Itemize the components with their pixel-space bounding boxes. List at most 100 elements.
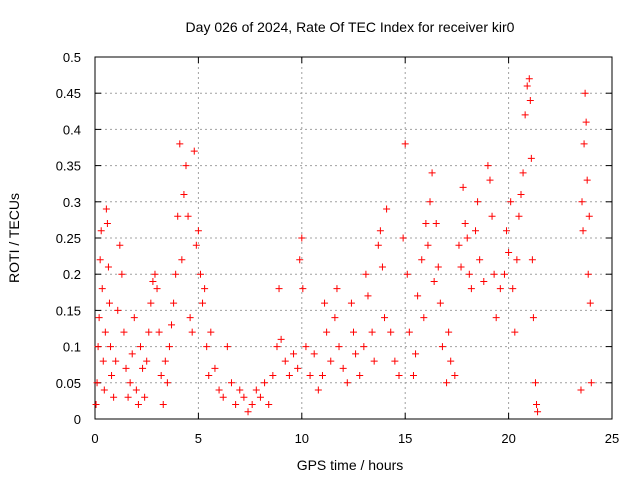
data-point [451, 372, 459, 380]
data-point [143, 357, 151, 365]
data-point [180, 191, 188, 199]
data-point [474, 198, 482, 206]
data-point [578, 198, 586, 206]
data-point [145, 328, 153, 336]
data-point [194, 227, 202, 235]
data-point [132, 386, 140, 394]
data-point [527, 154, 535, 162]
data-point [105, 299, 113, 307]
data-point [403, 270, 411, 278]
y-tick-label: 0.4 [63, 122, 81, 137]
data-point [496, 285, 504, 293]
axis-ticks: 0 5 10 15 20 25 0 0.05 0.1 0.15 0.2 0.25 0.3 0.35 0.4 0… [56, 50, 620, 446]
data-point [405, 328, 413, 336]
data-point [151, 270, 159, 278]
data-point [157, 372, 165, 380]
data-point [374, 241, 382, 249]
data-point [525, 75, 533, 83]
data-point [581, 89, 589, 97]
data-point [412, 350, 420, 358]
data-point [529, 314, 537, 322]
data-point [436, 299, 444, 307]
data-point [161, 357, 169, 365]
data-point [306, 372, 314, 380]
data-point [174, 212, 182, 220]
grid [95, 57, 612, 419]
data-point [500, 270, 508, 278]
data-point [178, 256, 186, 264]
data-point [281, 357, 289, 365]
data-point [418, 256, 426, 264]
y-tick-label: 0.2 [63, 267, 81, 282]
data-point [107, 343, 115, 351]
data-point [401, 140, 409, 148]
data-point [438, 343, 446, 351]
data-point [96, 256, 104, 264]
data-point [509, 285, 517, 293]
data-point [395, 372, 403, 380]
data-point [265, 401, 273, 409]
data-point [339, 364, 347, 372]
data-point [465, 270, 473, 278]
data-point [428, 169, 436, 177]
data-point [153, 285, 161, 293]
data-point [207, 328, 215, 336]
data-point [240, 393, 248, 401]
data-point [223, 343, 231, 351]
data-point [422, 220, 430, 228]
x-tick-label: 5 [195, 431, 202, 446]
data-point [432, 220, 440, 228]
data-point [531, 379, 539, 387]
data-point [124, 393, 132, 401]
data-point [321, 299, 329, 307]
data-point [248, 401, 256, 409]
data-point [163, 379, 171, 387]
data-point [203, 343, 211, 351]
data-point [128, 350, 136, 358]
data-point [455, 241, 463, 249]
data-point [579, 227, 587, 235]
data-point [186, 314, 194, 322]
x-tick-label: 0 [91, 431, 98, 446]
data-point [511, 328, 519, 336]
data-point [190, 147, 198, 155]
data-point [457, 263, 465, 271]
data-point [426, 198, 434, 206]
data-point [364, 292, 372, 300]
data-point [362, 270, 370, 278]
data-point [586, 299, 594, 307]
data-point [290, 350, 298, 358]
data-point [201, 285, 209, 293]
data-point [182, 162, 190, 170]
data-point [110, 393, 118, 401]
y-tick-label: 0 [74, 412, 81, 427]
data-point [424, 241, 432, 249]
data-point [472, 227, 480, 235]
data-point [184, 212, 192, 220]
data-point [505, 248, 513, 256]
data-point [443, 379, 451, 387]
data-point [376, 227, 384, 235]
data-point [521, 111, 529, 119]
data-point [486, 176, 494, 184]
y-tick-label: 0.5 [63, 50, 81, 65]
data-point [381, 314, 389, 322]
x-tick-label: 25 [605, 431, 619, 446]
data-point [347, 299, 355, 307]
data-point [232, 401, 240, 409]
x-tick-label: 10 [295, 431, 309, 446]
data-point [360, 343, 368, 351]
data-point [275, 285, 283, 293]
data-point [580, 140, 588, 148]
data-point [147, 299, 155, 307]
data-point [294, 364, 302, 372]
data-point [298, 234, 306, 242]
data-point [101, 328, 109, 336]
data-point [577, 386, 585, 394]
data-point [139, 364, 147, 372]
data-point [463, 234, 471, 242]
data-point [526, 96, 534, 104]
data-point [513, 256, 521, 264]
data-point [447, 357, 455, 365]
data-point [584, 270, 592, 278]
